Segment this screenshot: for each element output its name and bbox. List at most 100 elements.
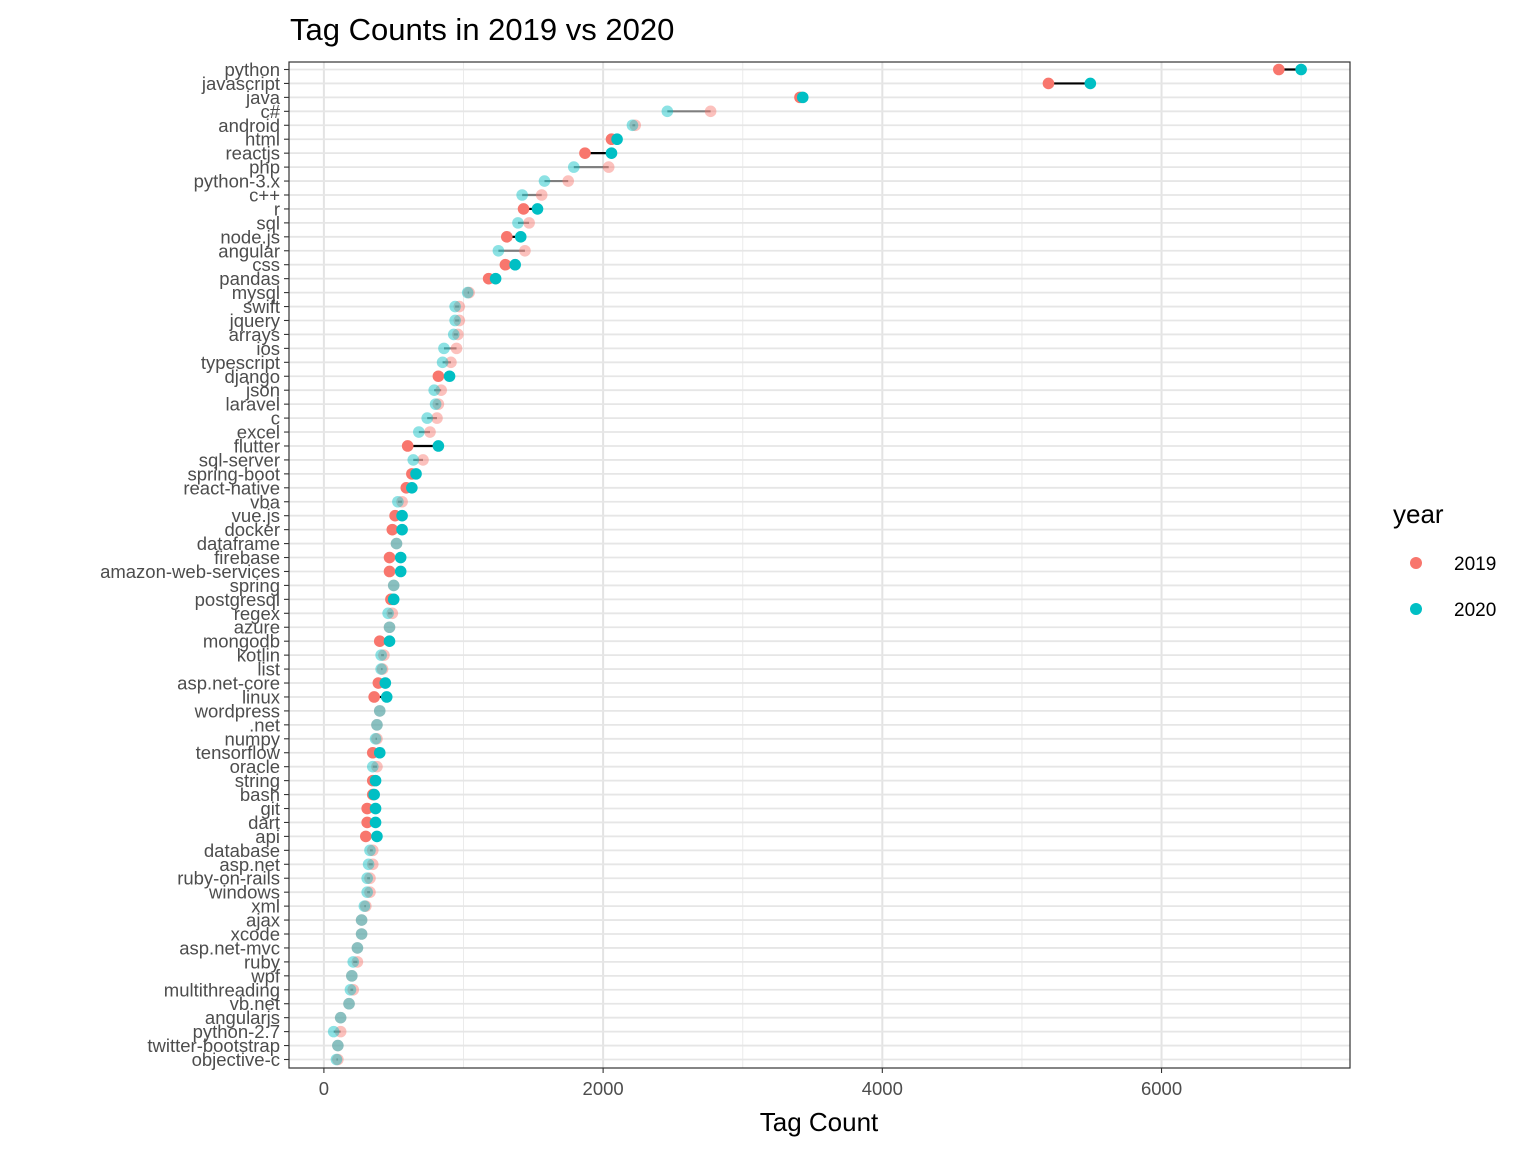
point-2020-c++ <box>516 189 528 201</box>
y-tick-label: r <box>274 198 280 219</box>
y-tick-label: json <box>245 380 280 401</box>
legend-key-2020 <box>1410 603 1422 615</box>
y-tick-label: javascript <box>201 73 280 94</box>
point-2020-oracle <box>366 760 379 773</box>
point-2019-python-3.x <box>562 175 575 187</box>
point-2019-windows <box>364 886 376 898</box>
y-tick-label: objective-c <box>192 1049 280 1070</box>
point-2019-json <box>435 384 447 397</box>
y-tick-label: postgresql <box>195 589 280 610</box>
point-2020-json <box>428 384 440 397</box>
y-tick-label: excel <box>237 422 280 443</box>
point-2020-spring <box>387 579 400 592</box>
y-tick-label: typescript <box>201 352 280 373</box>
y-tick-label: api <box>255 826 280 847</box>
point-2020-azure <box>383 621 396 634</box>
y-tick-label: ajax <box>246 910 281 931</box>
point-2020-html <box>611 133 623 146</box>
y-tick-label: asp.net-mvc <box>179 937 280 958</box>
point-2020-list <box>375 663 387 675</box>
point-2019-git <box>361 802 373 815</box>
y-tick-label: mongodb <box>203 631 280 652</box>
point-2019-ruby <box>351 956 364 968</box>
point-2019-mysql <box>463 286 475 299</box>
legend-label-2020: 2020 <box>1454 600 1496 621</box>
point-2020-linux <box>380 691 393 703</box>
y-tick-label: java <box>245 87 281 108</box>
y-tick-label: ruby-on-rails <box>177 868 280 889</box>
y-tick-label: python-3.x <box>194 171 281 192</box>
point-2019-css <box>499 258 512 271</box>
y-tick-label: angular <box>218 240 280 261</box>
point-2020-numpy <box>369 732 382 745</box>
point-2020-excel <box>413 426 425 438</box>
point-2019-dart <box>361 816 373 829</box>
point-2020-twitter-bootstrap <box>332 1039 344 1052</box>
point-2020-docker <box>396 523 408 536</box>
point-2019-vba <box>396 495 408 508</box>
point-2019-asp.net <box>366 858 379 871</box>
y-tick-label: angularjs <box>205 1007 280 1028</box>
point-2020-ajax <box>355 914 368 926</box>
point-2020-sql-server <box>407 454 420 466</box>
point-2019-azure <box>383 621 396 634</box>
point-2019-ruby-on-rails <box>364 872 376 885</box>
y-tick-label: tensorflow <box>196 742 281 763</box>
x-tick-label: 6000 <box>1141 1078 1182 1099</box>
dumbbell-points <box>327 63 1307 1066</box>
point-2020-php <box>567 161 580 173</box>
point-2019-ajax <box>355 914 368 926</box>
point-2019-wordpress <box>373 705 386 717</box>
point-2020-wordpress <box>373 705 386 717</box>
point-2019-php <box>602 161 615 173</box>
point-2019-c <box>431 412 443 424</box>
legend-label-2019: 2019 <box>1454 554 1496 575</box>
point-2020-django <box>443 370 456 383</box>
point-2019-arrays <box>452 328 464 341</box>
point-2020-asp.net <box>362 858 375 871</box>
y-tick-label: arrays <box>229 324 280 345</box>
point-2020-amazon-web-services <box>394 565 407 578</box>
point-2020-objective-c <box>330 1053 343 1066</box>
y-tick-label: swift <box>243 296 280 317</box>
point-2020-vb.net <box>343 997 355 1010</box>
y-tick-label: amazon-web-services <box>100 561 280 582</box>
point-2019-dataframe <box>390 537 403 550</box>
point-2019-spring <box>387 579 400 592</box>
y-tick-label: asp.net-core <box>177 673 280 694</box>
y-tick-label: c++ <box>249 184 280 205</box>
point-2020-spring-boot <box>410 468 422 480</box>
y-tick-label: multithreading <box>164 979 280 1000</box>
point-2020-arrays <box>447 328 460 341</box>
y-tick-label: .net <box>249 714 280 735</box>
legend-key-2019 <box>1410 557 1422 569</box>
point-2020-mysql <box>461 286 474 299</box>
point-2019-.net <box>371 719 383 731</box>
y-tick-label: spring-boot <box>187 463 280 484</box>
point-2019-docker <box>386 523 399 536</box>
point-2020-ruby <box>347 956 360 968</box>
point-2020-xml <box>358 900 371 912</box>
point-2020-swift <box>449 300 461 313</box>
y-tick-label: wordpress <box>194 700 280 721</box>
point-2020-python <box>1295 63 1307 76</box>
point-2020-css <box>509 258 521 271</box>
y-tick-label: asp.net <box>219 854 280 875</box>
point-2020-vue.js <box>396 509 408 522</box>
y-tick-label: database <box>204 840 280 861</box>
point-2020-.net <box>371 719 383 731</box>
plot-panel <box>289 62 1350 1068</box>
y-tick-label: xml <box>251 896 280 917</box>
point-2020-c <box>421 412 434 424</box>
legend: year 2019 2020 <box>1393 499 1496 621</box>
point-2020-r <box>531 203 544 215</box>
y-axis-tick-labels: pythonjavascriptjavac#androidhtmlreactjs… <box>100 59 289 1070</box>
point-2019-objective-c <box>332 1053 344 1066</box>
point-2019-swift <box>453 300 466 313</box>
y-tick-label: vb.net <box>230 993 280 1014</box>
y-tick-label: android <box>218 115 280 136</box>
y-tick-label: bash <box>240 784 280 805</box>
x-tick-label: 0 <box>319 1078 329 1099</box>
point-2020-ios <box>438 342 450 355</box>
